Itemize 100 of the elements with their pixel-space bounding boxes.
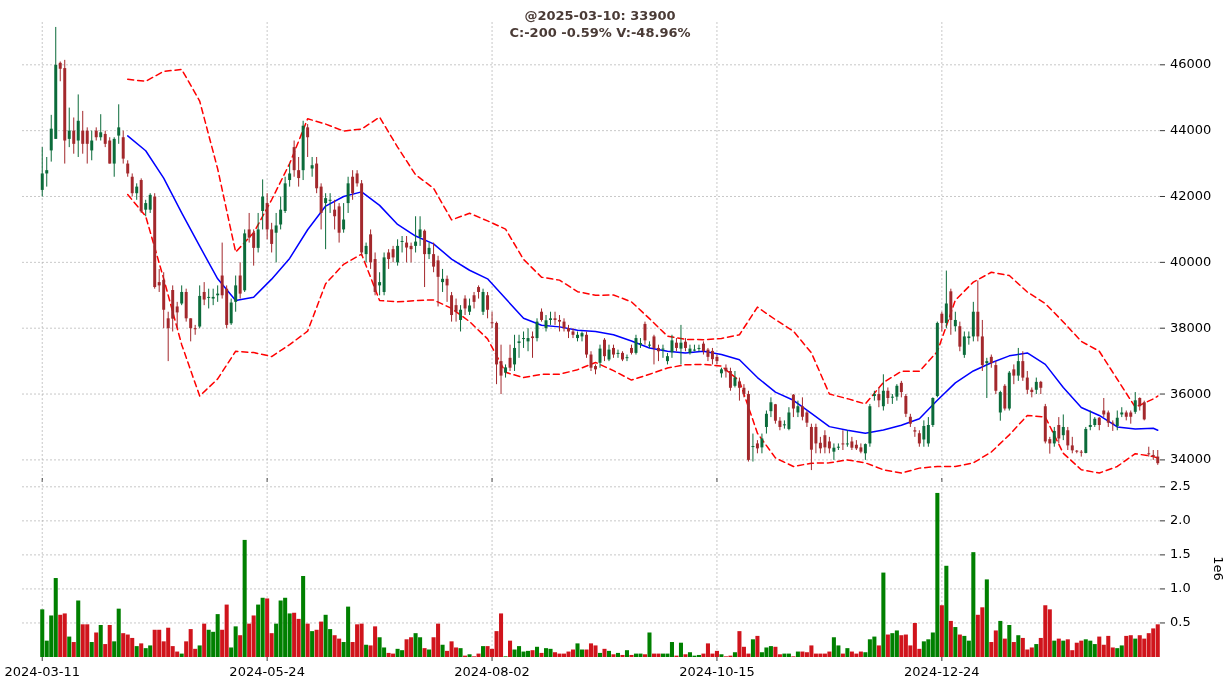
candlestick: [81, 110, 85, 155]
candlestick: [400, 235, 404, 253]
candlestick: [531, 330, 535, 359]
candlestick: [522, 330, 526, 349]
chart-subtitle: C:-200 -0.59% V:-48.96%: [509, 25, 691, 40]
bar: [67, 636, 72, 657]
candlestick: [841, 429, 845, 451]
candlestick: [652, 334, 656, 365]
bar: [373, 626, 378, 657]
bar: [1052, 640, 1057, 657]
candlestick: [733, 370, 737, 388]
candlestick: [180, 284, 184, 306]
candlestick: [99, 113, 103, 142]
line-series: [126, 135, 1159, 434]
bar: [89, 642, 94, 657]
candlestick: [958, 321, 962, 352]
candlestick: [832, 442, 836, 461]
bar: [984, 579, 989, 657]
candlestick: [306, 123, 310, 158]
bar: [436, 623, 441, 657]
candlestick: [953, 311, 957, 332]
bar: [948, 620, 953, 657]
candlestick: [526, 327, 530, 352]
bar: [773, 646, 778, 657]
bar: [310, 631, 315, 657]
bar: [292, 612, 297, 657]
candlestick: [409, 242, 413, 263]
bar: [831, 637, 836, 657]
bar: [570, 649, 576, 657]
candlestick: [535, 317, 539, 342]
candlestick: [148, 192, 152, 214]
candlestick: [414, 215, 418, 253]
bar: [921, 641, 926, 657]
candlestick: [823, 429, 827, 454]
bar: [224, 604, 229, 657]
bar: [629, 654, 634, 657]
y-tick-label: 40000: [1170, 253, 1212, 269]
candlestick: [436, 255, 440, 307]
candlestick: [728, 367, 732, 392]
candlestick: [472, 291, 476, 309]
bar: [355, 624, 360, 657]
candlestick: [517, 334, 521, 359]
candlestick: [1066, 426, 1070, 451]
bar: [1007, 625, 1012, 657]
bar: [467, 654, 472, 657]
candlestick: [85, 126, 89, 165]
bar: [508, 640, 513, 657]
bar: [1155, 624, 1160, 657]
bar: [566, 651, 571, 657]
bar: [638, 653, 643, 657]
bar: [1097, 636, 1102, 657]
bar: [85, 624, 90, 657]
candlestick: [45, 156, 49, 188]
bar: [944, 565, 949, 657]
bar: [1047, 609, 1052, 657]
candlestick: [297, 156, 301, 188]
bar: [647, 632, 652, 657]
bar: [233, 626, 238, 657]
bar: [611, 654, 616, 657]
bar: [876, 645, 881, 657]
bar: [602, 648, 607, 657]
bar: [544, 648, 549, 657]
bar: [427, 649, 432, 657]
bar: [143, 648, 148, 657]
y-tick-label: 34000: [1170, 451, 1212, 467]
bar: [238, 635, 243, 657]
y-tick-label: 38000: [1170, 319, 1212, 335]
bar: [404, 639, 409, 657]
bar: [422, 648, 427, 657]
candlestick: [405, 235, 409, 263]
bar: [71, 642, 76, 657]
bar: [890, 633, 895, 657]
bar: [202, 623, 207, 657]
bar: [881, 572, 886, 657]
bar: [62, 613, 67, 657]
candlestick: [553, 311, 557, 326]
bar: [957, 634, 962, 657]
candlestick: [688, 344, 692, 356]
candlestick: [697, 344, 701, 352]
candlestick: [130, 172, 134, 197]
candlestick: [737, 377, 741, 402]
bar: [1115, 648, 1120, 657]
candlestick: [229, 298, 233, 326]
y-tick-label: 1.5: [1170, 546, 1191, 562]
bar: [278, 600, 283, 657]
bar: [894, 630, 899, 657]
bar: [687, 652, 692, 657]
candlestick: [292, 140, 296, 178]
bar: [400, 650, 405, 657]
bar: [1119, 645, 1124, 657]
candlestick: [877, 386, 881, 408]
candlestick: [1057, 416, 1061, 444]
bar: [251, 615, 256, 657]
candlestick: [1003, 383, 1007, 412]
candlestick: [481, 288, 485, 316]
bar: [845, 648, 850, 657]
candlestick: [270, 222, 274, 253]
candlestick: [310, 156, 314, 178]
bar: [1124, 635, 1129, 657]
bar: [1002, 638, 1007, 657]
